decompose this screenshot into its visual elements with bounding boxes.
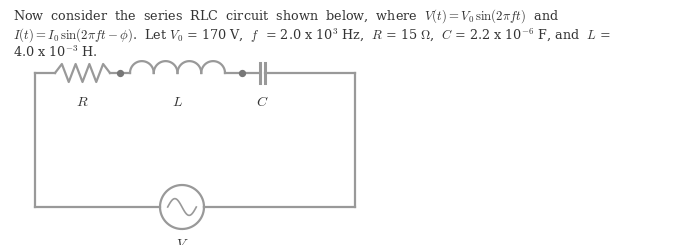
Text: $R$: $R$ — [76, 95, 89, 109]
Text: $L$: $L$ — [172, 95, 183, 109]
Text: Now  consider  the  series  RLC  circuit  shown  below,  where  $V(t) = V_0\,\ma: Now consider the series RLC circuit show… — [13, 7, 559, 25]
Text: $C$: $C$ — [255, 95, 268, 109]
Point — [237, 71, 248, 75]
Text: 4.0 x 10$^{-3}$ H.: 4.0 x 10$^{-3}$ H. — [13, 45, 97, 60]
Point — [114, 71, 125, 75]
Text: $V$: $V$ — [175, 237, 189, 245]
Text: $I(t) = I_0\,\mathrm{sin}(2\pi ft - \phi)$.  Let $V_0$ = 170 V,  $f$  = 2.0 x 10: $I(t) = I_0\,\mathrm{sin}(2\pi ft - \phi… — [13, 26, 611, 44]
